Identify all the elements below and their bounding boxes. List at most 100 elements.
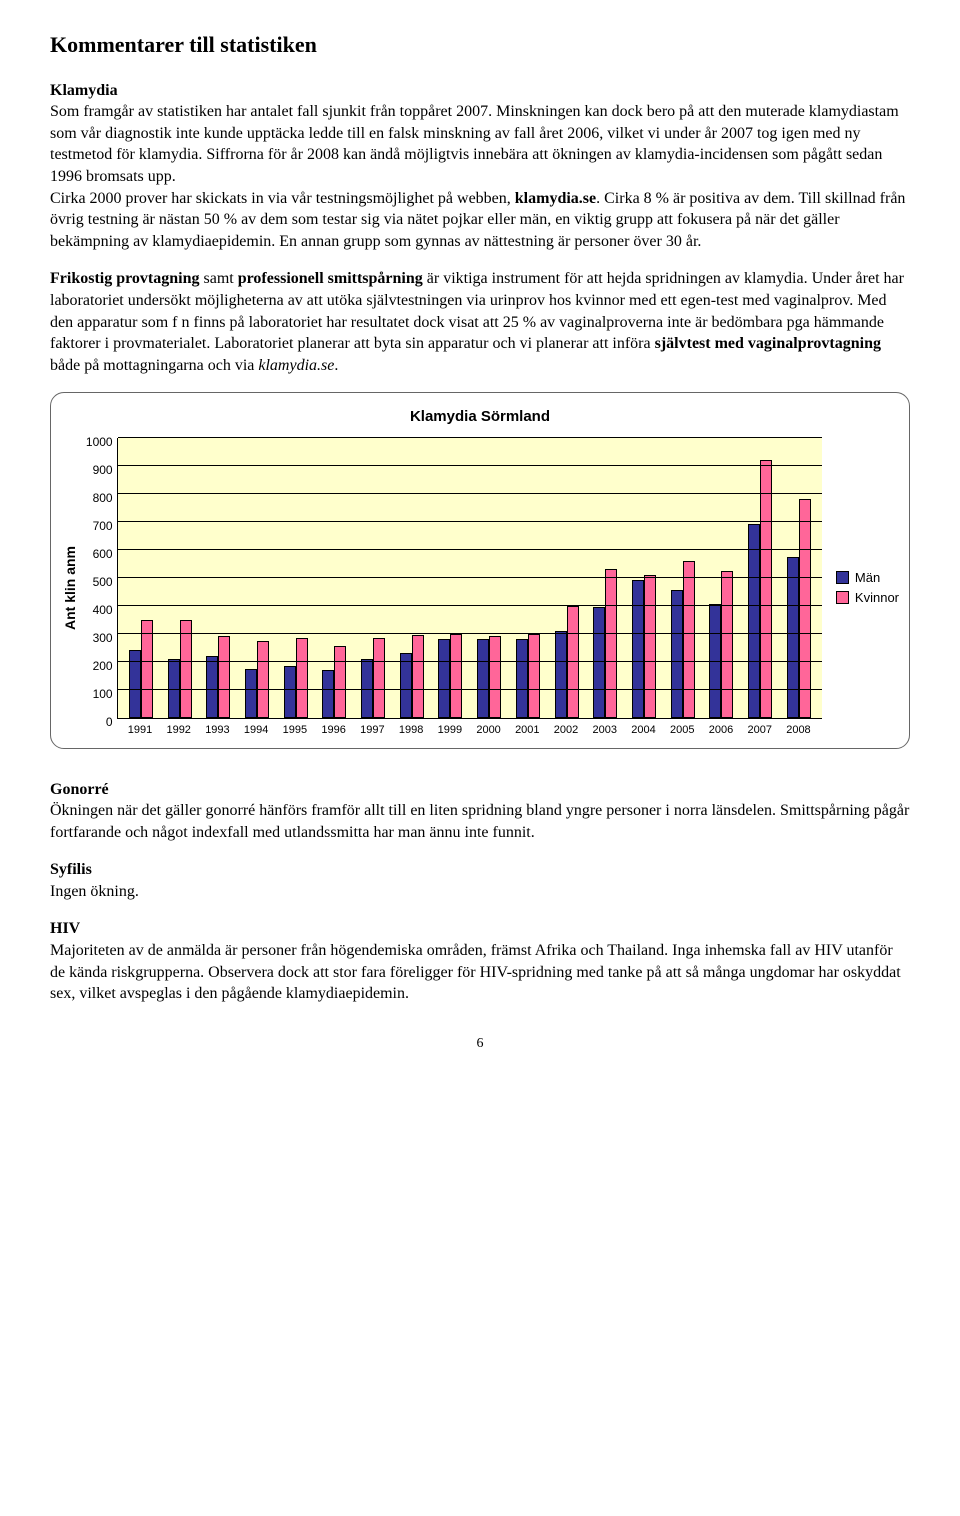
klamydia-paragraph-1: Klamydia Som framgår av statistiken har …: [50, 80, 910, 253]
chart-bar: [141, 620, 153, 718]
chart-year-group: [276, 638, 315, 718]
chart-year-group: [122, 620, 161, 718]
chart-bar: [787, 557, 799, 718]
chart-x-tick: 1992: [159, 723, 198, 738]
chart-x-tick: 2001: [508, 723, 547, 738]
chart-x-ticks: 1991199219931994199519961997199819992000…: [117, 719, 822, 738]
chart-bar: [644, 575, 656, 718]
chart-legend-label: Män: [855, 569, 880, 587]
chart-bar: [206, 656, 218, 718]
chart-year-group: [586, 569, 625, 717]
p2-mid: samt: [200, 270, 238, 287]
chart-plot-area: [117, 438, 822, 719]
chart-bar: [605, 569, 617, 717]
chart-bar: [489, 636, 501, 717]
chart-bar: [516, 639, 528, 717]
syfilis-heading: Syfilis: [50, 861, 92, 878]
chart-bar: [671, 590, 683, 717]
chart-legend-item: Kvinnor: [836, 589, 899, 607]
klamydia-se-italic: klamydia.se: [258, 357, 334, 374]
chart-bar: [683, 561, 695, 718]
p2-end: .: [334, 357, 338, 374]
chart-bar: [438, 639, 450, 717]
chart-legend-swatch: [836, 571, 849, 584]
klamydia-p1c-a: Cirka 2000 prover har skickats in via vå…: [50, 190, 515, 207]
chart-bar: [567, 606, 579, 718]
chart-year-group: [741, 460, 780, 718]
chart-bar: [296, 638, 308, 718]
chart-year-group: [392, 635, 431, 718]
hiv-body: Majoriteten av de anmälda är personer fr…: [50, 942, 901, 1002]
chart-year-group: [702, 571, 741, 718]
chart-x-tick: 1995: [276, 723, 315, 738]
hiv-paragraph: HIV Majoriteten av de anmälda är persone…: [50, 918, 910, 1004]
chart-x-tick: 1999: [430, 723, 469, 738]
chart-year-group: [779, 499, 818, 717]
hiv-heading: HIV: [50, 920, 80, 937]
gonorre-paragraph: Gonorré Ökningen när det gäller gonorré …: [50, 779, 910, 844]
klamydia-chart-card: Klamydia Sörmland Ant klin anm 100090080…: [50, 392, 910, 748]
chart-x-tick: 2005: [663, 723, 702, 738]
chart-y-ticks: 10009008007006005004003002001000: [86, 448, 117, 728]
chart-x-tick: 2006: [702, 723, 741, 738]
chart-bar: [593, 607, 605, 718]
klamydia-heading: Klamydia: [50, 82, 118, 99]
chart-bar: [257, 641, 269, 718]
chart-bar: [760, 460, 772, 718]
klamydia-se-bold: klamydia.se: [515, 190, 596, 207]
klamydia-paragraph-2: Frikostig provtagning samt professionell…: [50, 268, 910, 376]
chart-bar: [334, 646, 346, 717]
klamydia-p1a: Som framgår av statistiken har antalet f…: [50, 103, 492, 120]
chart-bar: [528, 634, 540, 718]
chart-bar: [450, 634, 462, 718]
chart-bar: [555, 631, 567, 718]
chart-x-tick: 2000: [469, 723, 508, 738]
chart-bar: [180, 620, 192, 718]
chart-bar: [218, 636, 230, 717]
chart-bar: [632, 580, 644, 717]
syfilis-paragraph: Syfilis Ingen ökning.: [50, 859, 910, 902]
chart-year-group: [315, 646, 354, 717]
chart-year-group: [354, 638, 393, 718]
syfilis-body: Ingen ökning.: [50, 883, 139, 900]
chart-year-group: [470, 636, 509, 717]
chart-bar: [373, 638, 385, 718]
chart-y-axis-label: Ant klin anm: [61, 546, 80, 630]
chart-bar: [721, 571, 733, 718]
chart-bar: [799, 499, 811, 717]
chart-year-group: [663, 561, 702, 718]
chart-x-tick: 2002: [547, 723, 586, 738]
page-number: 6: [50, 1035, 910, 1054]
chart-legend-item: Män: [836, 569, 899, 587]
chart-year-group: [160, 620, 199, 718]
chart-year-group: [508, 634, 547, 718]
chart-year-group: [625, 575, 664, 718]
chart-year-group: [199, 636, 238, 717]
gonorre-heading: Gonorré: [50, 781, 109, 798]
chart-bar: [412, 635, 424, 718]
chart-x-tick: 2008: [779, 723, 818, 738]
chart-x-tick: 2003: [585, 723, 624, 738]
chart-year-group: [238, 641, 277, 718]
chart-bar: [284, 666, 296, 718]
chart-legend: Män Kvinnor: [836, 566, 899, 610]
chart-x-tick: 2004: [624, 723, 663, 738]
smittsparning-bold: professionell smittspårning: [238, 270, 423, 287]
chart-bar: [477, 639, 489, 717]
chart-x-tick: 1998: [392, 723, 431, 738]
chart-x-tick: 1994: [237, 723, 276, 738]
chart-title: Klamydia Sörmland: [61, 407, 899, 427]
chart-year-group: [547, 606, 586, 718]
chart-x-tick: 1997: [353, 723, 392, 738]
chart-legend-swatch: [836, 591, 849, 604]
chart-bar: [245, 669, 257, 718]
chart-x-tick: 1996: [314, 723, 353, 738]
sjalvtest-bold: självtest med vaginalprovtagning: [655, 335, 881, 352]
page-title: Kommentarer till statistiken: [50, 30, 910, 60]
chart-bar: [322, 670, 334, 718]
chart-x-tick: 1991: [121, 723, 160, 738]
p2-rest2: både på mottagningarna och via: [50, 357, 258, 374]
chart-x-tick: 2007: [740, 723, 779, 738]
chart-bar: [400, 653, 412, 717]
chart-year-group: [431, 634, 470, 718]
